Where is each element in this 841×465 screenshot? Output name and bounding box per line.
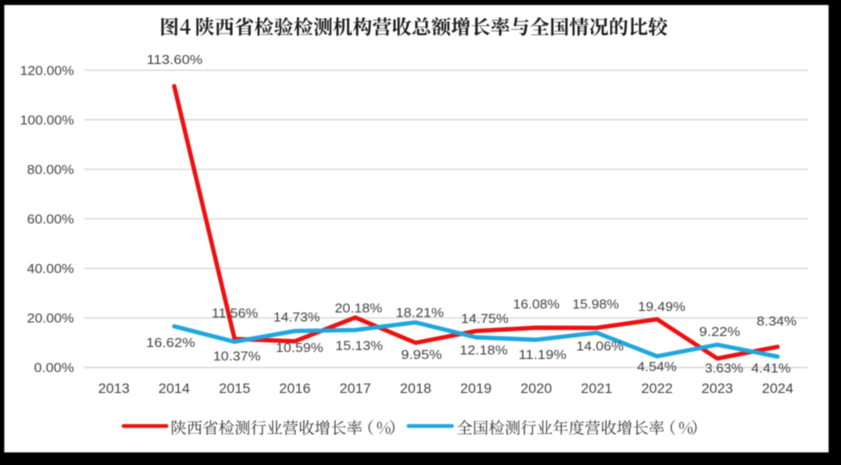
svg-text:2014: 2014 [158,380,190,396]
svg-text:2018: 2018 [400,380,432,396]
svg-text:2020: 2020 [521,380,553,396]
svg-text:14.06%: 14.06% [576,339,624,354]
svg-text:60.00%: 60.00% [27,211,74,226]
svg-text:0.00%: 0.00% [34,360,74,375]
svg-text:8.34%: 8.34% [757,314,797,329]
svg-text:14.75%: 14.75% [461,311,509,326]
svg-text:11.19%: 11.19% [519,347,567,362]
svg-text:113.60%: 113.60% [147,52,203,67]
svg-text:3.63%: 3.63% [705,360,744,375]
svg-text:16.62%: 16.62% [146,335,195,350]
svg-text:9.95%: 9.95% [401,347,442,362]
svg-text:20.18%: 20.18% [335,300,383,315]
svg-text:10.59%: 10.59% [276,340,324,355]
svg-text:120.00%: 120.00% [20,63,74,78]
svg-text:15.13%: 15.13% [335,338,383,353]
svg-text:2023: 2023 [702,380,734,396]
svg-text:100.00%: 100.00% [20,112,74,127]
svg-text:20.00%: 20.00% [27,311,74,326]
svg-text:2013: 2013 [98,380,130,396]
svg-text:4.41%: 4.41% [751,360,791,375]
svg-text:11.56%: 11.56% [212,305,259,320]
svg-text:2021: 2021 [581,380,613,396]
svg-text:12.18%: 12.18% [460,343,508,358]
svg-text:16.08%: 16.08% [513,296,560,311]
svg-text:40.00%: 40.00% [27,261,74,276]
svg-text:80.00%: 80.00% [27,162,74,177]
svg-text:14.73%: 14.73% [273,309,320,324]
svg-text:2017: 2017 [340,380,372,396]
svg-text:2022: 2022 [641,380,673,396]
svg-text:18.21%: 18.21% [396,305,444,320]
svg-text:2019: 2019 [460,380,492,396]
svg-text:2015: 2015 [219,380,251,396]
svg-text:2024: 2024 [762,380,794,396]
svg-text:9.22%: 9.22% [699,324,740,339]
svg-text:19.49%: 19.49% [638,299,686,314]
svg-text:4.54%: 4.54% [637,359,677,374]
svg-text:10.37%: 10.37% [213,349,261,364]
svg-text:15.98%: 15.98% [572,296,619,311]
svg-text:2016: 2016 [279,380,311,396]
